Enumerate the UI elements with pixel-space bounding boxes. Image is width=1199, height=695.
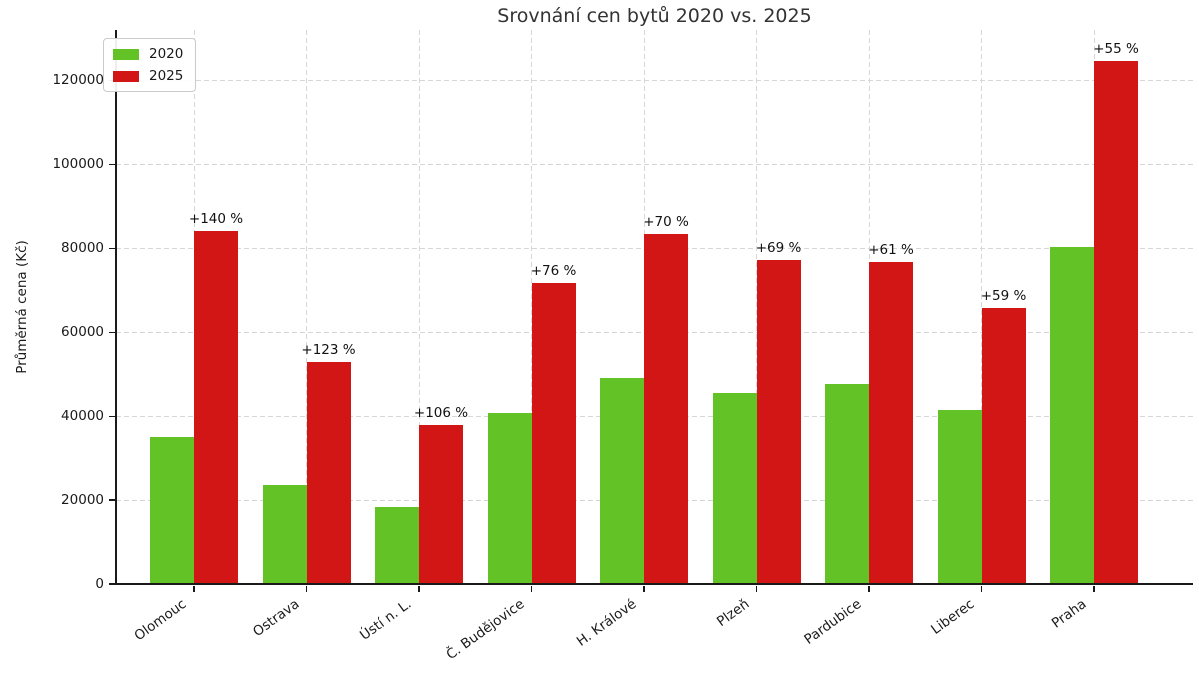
bar-2025-2 [419,424,463,584]
x-tick-label: Praha [1048,596,1090,632]
bar-2020-4 [600,378,644,584]
pct-change-label: +123 % [301,342,356,359]
y-tick-label: 20000 [61,492,104,509]
plot-area: 0 20000 40000 60000 80000 100000 120000 +140 % O… [52,30,1193,663]
bar-2020-6 [825,383,869,584]
bar-2025-0 [194,231,238,584]
x-tick-mark [530,586,533,592]
x-tick-label: Ostrava [249,596,302,641]
pct-change-label: +55 % [1093,41,1139,58]
gridline-vertical [981,30,982,584]
gridline-vertical [418,30,420,584]
bar-2025-8 [1094,61,1138,584]
x-tick-label: H. Králové [573,596,640,650]
x-tick-mark [193,586,195,592]
bar-2025-7 [981,307,1026,584]
x-tick-mark [868,586,870,592]
x-tick-label: Liberec [927,596,977,638]
legend-swatch-2020 [113,48,139,60]
y-tick-label: 80000 [61,240,104,257]
x-axis-line [115,583,1193,585]
bar-2025-4 [644,234,688,584]
bar-2020-8 [1050,246,1094,584]
y-tick-label: 120000 [52,72,104,89]
x-tick-mark [980,586,983,592]
x-tick-mark [305,586,308,592]
x-tick-label: Pardubice [801,596,865,648]
bar-2025-6 [869,261,913,584]
y-tick-label: 40000 [61,408,104,425]
y-tick-mark [109,583,116,585]
legend-item-2020: 2020 [113,46,183,62]
bar-2020-7 [937,410,982,584]
y-axis-line [115,30,117,584]
x-tick-mark [755,586,758,592]
y-tick-mark [109,247,116,249]
pct-change-label: +69 % [755,240,802,257]
bar-2020-2 [375,506,419,584]
pct-change-label: +61 % [868,241,914,258]
bar-2020-5 [712,392,757,584]
bar-2025-3 [531,283,576,584]
pct-change-label: +59 % [980,287,1027,304]
bar-2025-5 [756,260,801,584]
y-tick-mark [109,415,116,417]
y-tick-label: 60000 [61,324,104,341]
x-tick-label: Č. Budějovice [442,596,527,664]
x-tick-label: Olomouc [131,596,190,645]
pct-change-label: +106 % [413,404,469,421]
gridline-horizontal [116,163,1193,165]
legend-label-2020: 2020 [149,46,184,62]
bar-2025-1 [306,362,351,584]
x-tick-mark [643,586,645,592]
x-tick-mark [1093,586,1095,592]
legend-swatch-2025 [113,70,139,82]
y-tick-mark [109,499,116,501]
pct-change-label: +76 % [530,263,577,280]
pct-change-label: +70 % [643,214,689,231]
legend-item-2025: 2025 [113,68,183,84]
y-tick-label: 100000 [52,156,104,173]
y-tick-mark [109,163,116,165]
y-axis-label: Průměrná cena (Kč) [14,240,30,374]
x-tick-label: Ústí n. L. [357,596,415,644]
chart-title: Srovnání cen bytů 2020 vs. 2025 [497,5,812,27]
pct-change-label: +140 % [188,211,244,228]
gridline-horizontal [116,79,1193,81]
bar-2020-3 [487,413,532,584]
legend: 2020 2025 [103,38,197,92]
y-tick-label: 0 [95,576,104,592]
gridline-vertical [306,30,307,584]
bar-2020-1 [262,484,307,584]
x-tick-label: Plzeň [713,596,752,631]
bar-2020-0 [150,437,194,584]
legend-label-2025: 2025 [149,68,184,84]
x-tick-mark [418,586,420,592]
y-tick-mark [109,331,116,333]
